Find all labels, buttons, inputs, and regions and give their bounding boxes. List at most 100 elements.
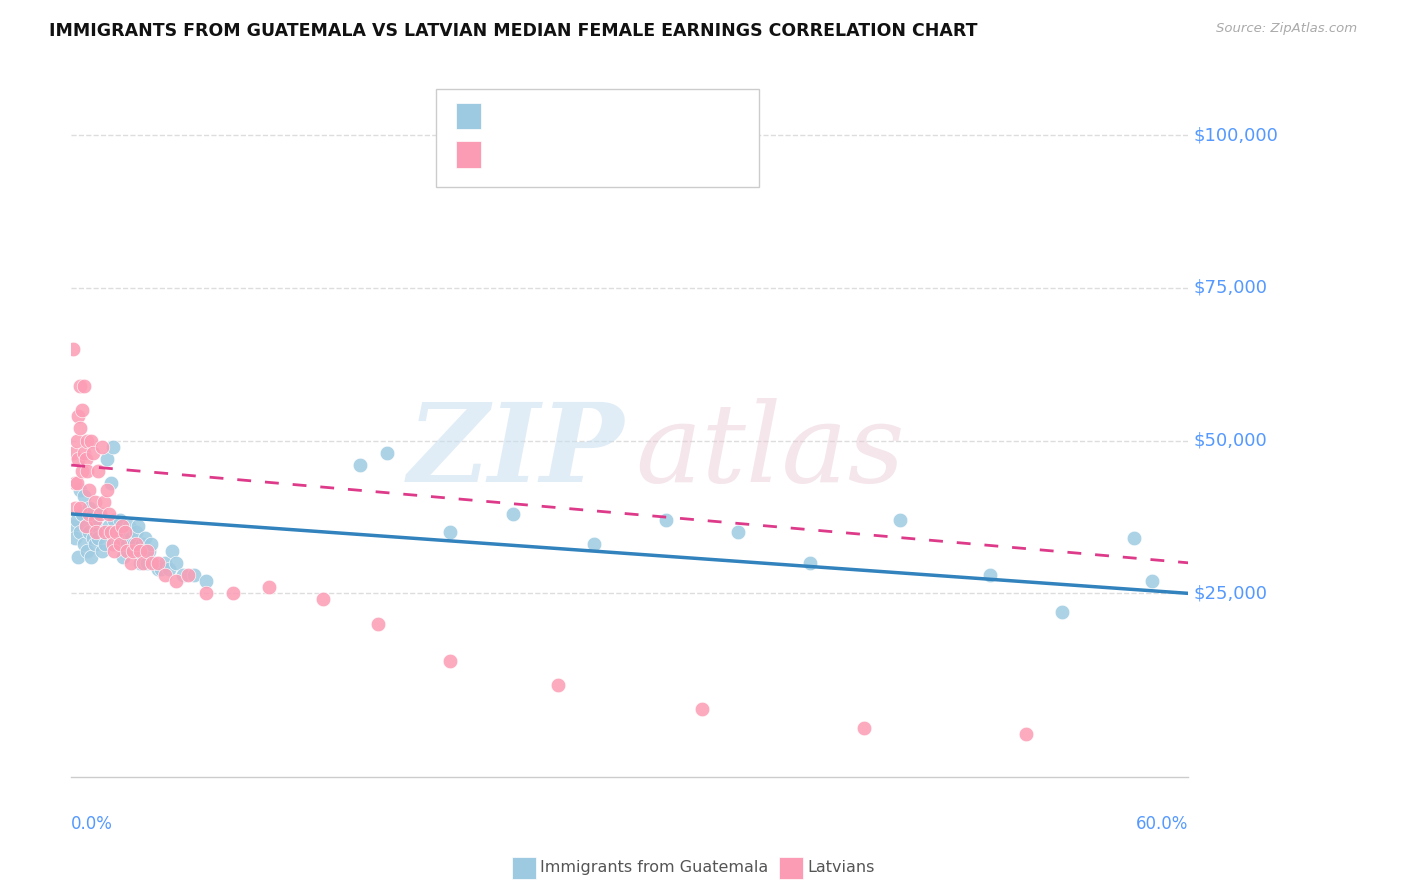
- Point: [690, 702, 713, 716]
- Point: [77, 483, 100, 497]
- Text: N =: N =: [605, 145, 641, 163]
- Point: [115, 543, 138, 558]
- Point: [135, 556, 157, 570]
- Point: [107, 537, 129, 551]
- Text: atlas: atlas: [636, 399, 905, 506]
- Point: [146, 556, 169, 570]
- Point: [75, 519, 97, 533]
- Point: [73, 537, 96, 551]
- Point: [1123, 532, 1146, 546]
- Point: [90, 440, 112, 454]
- Point: [172, 568, 194, 582]
- Point: [83, 513, 105, 527]
- Text: -0.296: -0.296: [527, 107, 586, 125]
- Point: [67, 549, 90, 564]
- Point: [375, 446, 398, 460]
- Point: [582, 537, 605, 551]
- Point: [63, 532, 86, 546]
- Point: [183, 568, 205, 582]
- Point: [134, 532, 156, 546]
- Point: [100, 525, 122, 540]
- Point: [87, 532, 110, 546]
- Point: [131, 537, 153, 551]
- Point: [112, 549, 135, 564]
- Point: [76, 434, 98, 448]
- Point: [312, 592, 335, 607]
- Point: [165, 574, 187, 589]
- Point: [165, 556, 187, 570]
- Text: 0.0%: 0.0%: [72, 814, 112, 832]
- Point: [108, 537, 131, 551]
- Point: [82, 446, 104, 460]
- Point: [146, 562, 169, 576]
- Point: [70, 507, 93, 521]
- Text: $75,000: $75,000: [1194, 279, 1268, 297]
- Point: [101, 537, 124, 551]
- Point: [125, 525, 148, 540]
- Point: [67, 409, 90, 424]
- Point: [69, 500, 91, 515]
- Point: [105, 525, 128, 540]
- Point: [105, 525, 128, 540]
- Point: [77, 507, 100, 521]
- Point: [979, 568, 1001, 582]
- Point: [103, 543, 125, 558]
- Point: [125, 537, 148, 551]
- Point: [63, 476, 86, 491]
- Point: [121, 543, 143, 558]
- Point: [853, 721, 876, 735]
- Point: [83, 513, 105, 527]
- Point: [73, 378, 96, 392]
- Text: R =: R =: [491, 145, 527, 163]
- Point: [195, 586, 218, 600]
- Point: [132, 556, 155, 570]
- Point: [73, 489, 96, 503]
- Text: $25,000: $25,000: [1194, 584, 1268, 602]
- Point: [86, 519, 108, 533]
- Point: [66, 476, 89, 491]
- Point: [141, 556, 163, 570]
- Point: [121, 543, 143, 558]
- Point: [82, 532, 104, 546]
- Point: [80, 549, 103, 564]
- Text: 60.0%: 60.0%: [1136, 814, 1188, 832]
- Point: [114, 525, 136, 540]
- Point: [115, 537, 138, 551]
- Point: [77, 525, 100, 540]
- Point: [63, 500, 86, 515]
- Point: [127, 519, 149, 533]
- Text: Immigrants from Guatemala: Immigrants from Guatemala: [540, 860, 768, 874]
- Point: [94, 537, 117, 551]
- Point: [157, 562, 180, 576]
- Point: [118, 519, 141, 533]
- Point: [73, 446, 96, 460]
- Point: [139, 537, 162, 551]
- Point: [89, 507, 111, 521]
- Point: [66, 513, 89, 527]
- Point: [69, 525, 91, 540]
- Point: [259, 580, 281, 594]
- Text: N =: N =: [605, 107, 641, 125]
- Point: [83, 537, 105, 551]
- Point: [1142, 574, 1164, 589]
- Point: [93, 525, 115, 540]
- Point: [1052, 605, 1074, 619]
- Point: [70, 403, 93, 417]
- Point: [62, 446, 84, 460]
- Point: [76, 464, 98, 478]
- Point: [222, 586, 245, 600]
- Point: [62, 342, 84, 356]
- Point: [111, 519, 134, 533]
- Text: R =: R =: [491, 107, 527, 125]
- Point: [69, 378, 91, 392]
- Point: [98, 507, 121, 521]
- Point: [96, 452, 118, 467]
- Point: [502, 507, 524, 521]
- Point: [153, 556, 176, 570]
- Text: $100,000: $100,000: [1194, 127, 1278, 145]
- Point: [177, 568, 200, 582]
- Text: Source: ZipAtlas.com: Source: ZipAtlas.com: [1216, 22, 1357, 36]
- Point: [89, 507, 111, 521]
- Point: [98, 519, 121, 533]
- Point: [1015, 727, 1038, 741]
